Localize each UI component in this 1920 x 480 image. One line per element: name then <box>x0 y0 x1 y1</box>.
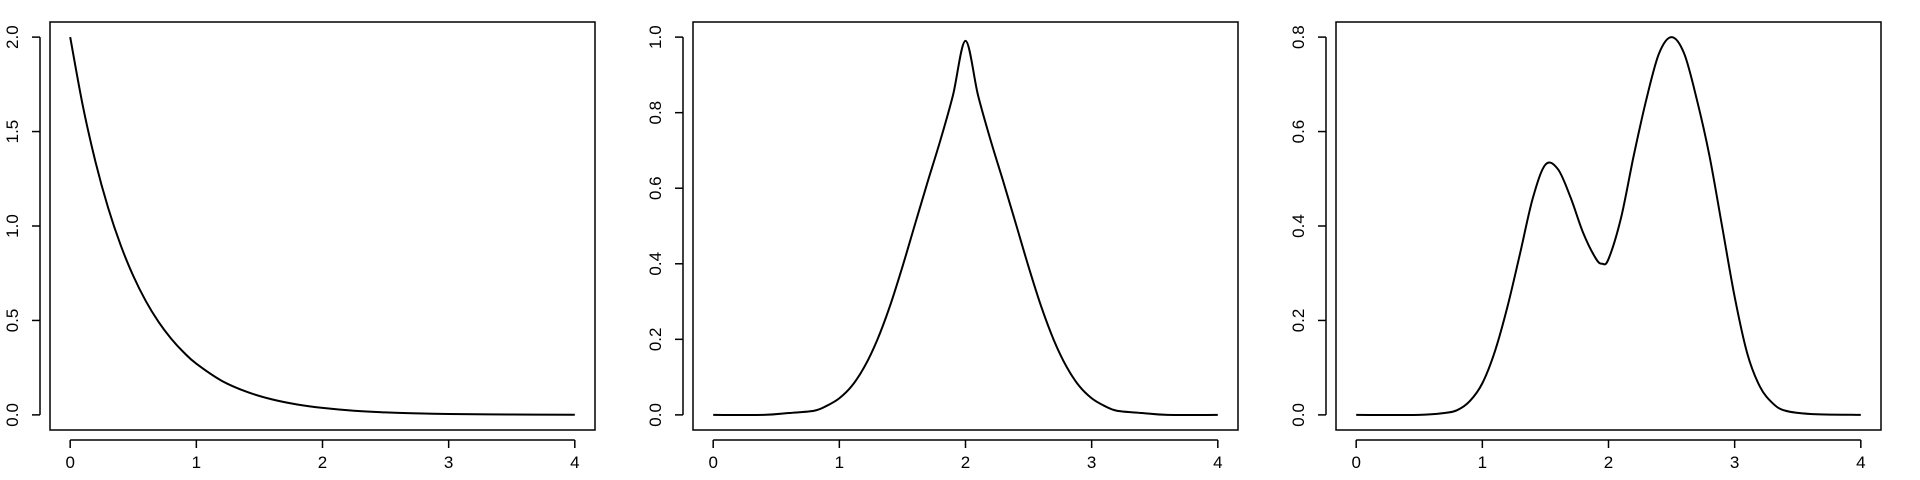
plot-panel-1: 0 1 2 3 4 0.0 0.5 1.0 1.5 2.0 <box>3 21 596 472</box>
y-tick-label: 1.5 <box>3 120 22 144</box>
x-tick-label: 3 <box>1730 453 1739 472</box>
plot-panel-3: 0 1 2 3 4 0.0 0.2 0.4 0.6 0.8 <box>1289 21 1882 472</box>
y-tick-label: 2.0 <box>3 25 22 49</box>
x-tick-label: 1 <box>192 453 201 472</box>
x-tick-label: 1 <box>835 453 844 472</box>
x-tick-label: 2 <box>318 453 327 472</box>
y-tick-label: 0.2 <box>646 328 665 352</box>
x-tick-label: 3 <box>1087 453 1096 472</box>
density-curve <box>713 39 1218 417</box>
x-tick-label: 1 <box>1478 453 1487 472</box>
y-tick-label: 0.6 <box>646 176 665 200</box>
x-tick-label: 0 <box>1351 453 1360 472</box>
plot-frame <box>692 21 1239 431</box>
density-curve <box>69 36 575 416</box>
plot-frame <box>1335 21 1882 431</box>
x-tick-label: 4 <box>570 453 579 472</box>
x-tick-label: 4 <box>1856 453 1865 472</box>
y-tick-label: 0.0 <box>1289 403 1308 427</box>
y-tick-label: 0.5 <box>3 309 22 333</box>
y-tick-label: 0.2 <box>1289 309 1308 333</box>
y-tick-label: 1.0 <box>646 25 665 49</box>
y-tick-label: 0.6 <box>1289 120 1308 144</box>
y-tick-label: 1.0 <box>3 214 22 238</box>
x-tick-label: 2 <box>1604 453 1613 472</box>
y-tick-label: 0.4 <box>1289 214 1308 238</box>
x-tick-label: 0 <box>708 453 717 472</box>
y-tick-label: 0.4 <box>646 252 665 276</box>
density-curve <box>1356 36 1861 417</box>
y-tick-label: 0.0 <box>3 403 22 427</box>
x-tick-label: 3 <box>444 453 453 472</box>
x-tick-label: 4 <box>1213 453 1222 472</box>
y-tick-label: 0.8 <box>1289 25 1308 49</box>
y-tick-label: 0.0 <box>646 403 665 427</box>
y-tick-label: 0.8 <box>646 101 665 125</box>
plot-frame <box>49 21 596 431</box>
plot-panel-2: 0 1 2 3 4 0.0 0.2 0.4 0.6 0.8 1.0 <box>646 21 1239 472</box>
x-tick-label: 0 <box>65 453 74 472</box>
x-tick-label: 2 <box>961 453 970 472</box>
